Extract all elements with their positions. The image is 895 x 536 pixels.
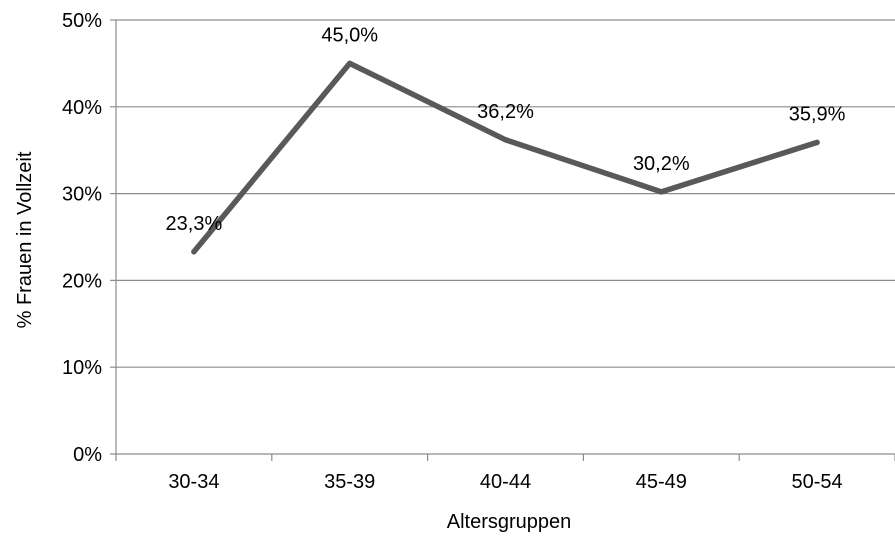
y-tick-label: 0% xyxy=(73,444,102,466)
series-line xyxy=(191,60,818,254)
gridlines xyxy=(116,19,895,368)
x-tick-label: 35-39 xyxy=(324,471,375,493)
labels-layer: 23,3% 45,0% 36,2% 30,2% 35,9% xyxy=(166,24,846,234)
data-label: 23,3% xyxy=(166,213,223,235)
data-label: 36,2% xyxy=(477,101,534,123)
data-point xyxy=(658,189,665,195)
x-axis-title: Altersgruppen xyxy=(447,511,572,533)
y-tick-label: 30% xyxy=(62,184,102,206)
y-axis-title: % Frauen in Vollzeit xyxy=(14,151,36,328)
data-point xyxy=(814,139,820,146)
y-tick-label: 10% xyxy=(62,357,102,379)
x-tick-label: 50-54 xyxy=(792,471,843,493)
y-tick-label: 40% xyxy=(62,97,102,119)
y-tick-label: 20% xyxy=(62,270,102,292)
data-label: 45,0% xyxy=(321,24,378,46)
data-label: 30,2% xyxy=(633,153,690,175)
series-layer xyxy=(191,60,820,255)
data-point xyxy=(346,60,353,67)
x-tick-label: 45-49 xyxy=(636,471,687,493)
x-tick-label: 30-34 xyxy=(168,471,219,493)
y-tick-label: 50% xyxy=(62,10,102,32)
data-point xyxy=(191,249,197,255)
data-point xyxy=(502,137,509,143)
data-label: 35,9% xyxy=(789,103,846,125)
x-tick-label: 40-44 xyxy=(480,471,531,493)
axes: 0% 10% 20% 30% 40% 50% 30-34 35-39 40-44 45-49 50-… xyxy=(62,10,895,493)
